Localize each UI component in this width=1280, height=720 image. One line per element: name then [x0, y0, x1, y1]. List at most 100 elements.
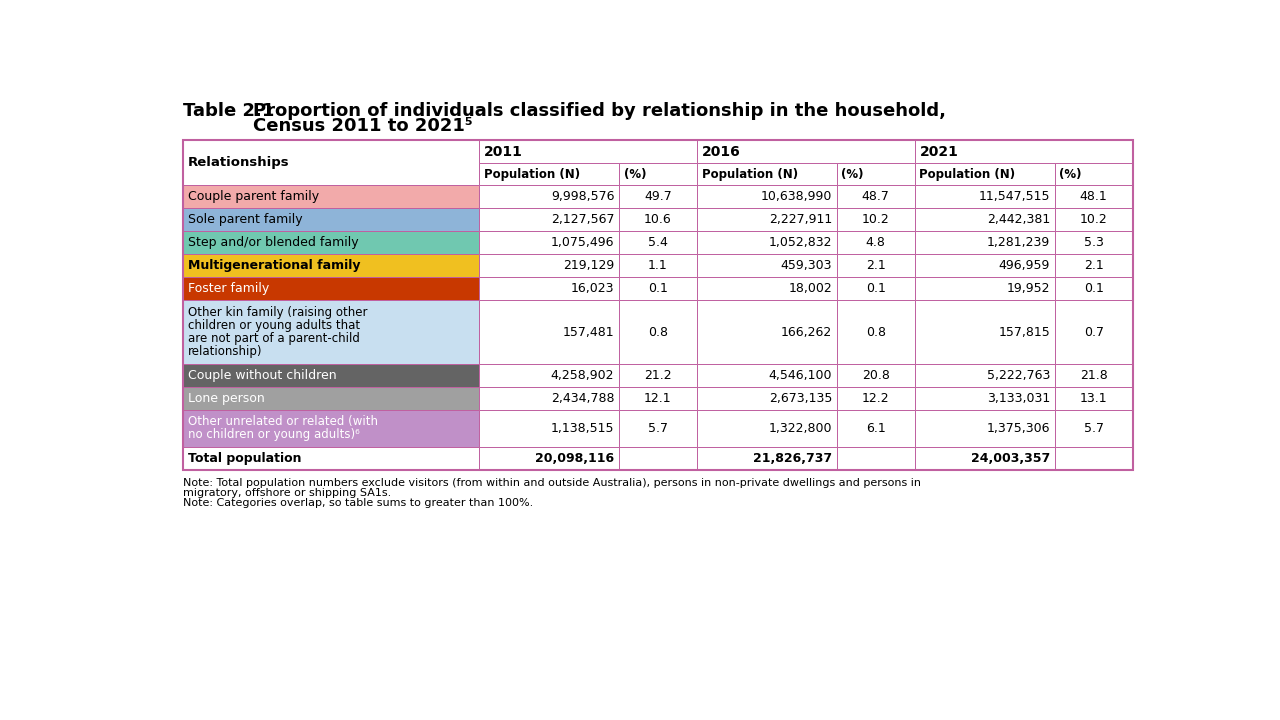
Text: 20,098,116: 20,098,116: [535, 452, 614, 465]
Text: 10,638,990: 10,638,990: [760, 190, 832, 203]
Text: 20.8: 20.8: [861, 369, 890, 382]
Text: no children or young adults)⁶: no children or young adults)⁶: [188, 428, 360, 441]
Text: Multigenerational family: Multigenerational family: [188, 259, 361, 272]
Text: Note: Categories overlap, so table sums to greater than 100%.: Note: Categories overlap, so table sums …: [183, 498, 534, 508]
Bar: [479, 231, 620, 254]
Text: Census 2011 to 2021⁵: Census 2011 to 2021⁵: [253, 117, 472, 135]
Text: 1,138,515: 1,138,515: [550, 422, 614, 435]
Text: migratory, offshore or shipping SA1s.: migratory, offshore or shipping SA1s.: [183, 487, 392, 498]
Text: Population (N): Population (N): [484, 168, 580, 181]
Bar: [915, 300, 1055, 364]
Bar: [183, 140, 479, 185]
Text: Couple parent family: Couple parent family: [188, 190, 319, 203]
Bar: [915, 140, 1133, 163]
Bar: [479, 300, 620, 364]
Text: 2.1: 2.1: [865, 259, 886, 272]
Text: Total population: Total population: [188, 452, 301, 465]
Text: Step and/or blended family: Step and/or blended family: [188, 236, 358, 249]
Bar: [1055, 300, 1133, 364]
Bar: [183, 277, 479, 300]
Bar: [479, 185, 620, 208]
Text: relationship): relationship): [188, 345, 262, 358]
Text: Table 2.1: Table 2.1: [183, 102, 275, 120]
Bar: [915, 163, 1055, 185]
Bar: [837, 277, 915, 300]
Text: 219,129: 219,129: [563, 259, 614, 272]
Bar: [1055, 410, 1133, 446]
Bar: [696, 277, 837, 300]
Bar: [183, 208, 479, 231]
Text: 0.1: 0.1: [1084, 282, 1103, 295]
Bar: [837, 185, 915, 208]
Text: 157,815: 157,815: [998, 325, 1050, 338]
Text: Proportion of individuals classified by relationship in the household,: Proportion of individuals classified by …: [253, 102, 946, 120]
Text: 2016: 2016: [701, 145, 740, 159]
Bar: [1055, 446, 1133, 470]
Text: are not part of a parent-child: are not part of a parent-child: [188, 332, 360, 345]
Bar: [620, 277, 696, 300]
Bar: [479, 163, 620, 185]
Text: 48.1: 48.1: [1080, 190, 1107, 203]
Text: (%): (%): [1060, 168, 1082, 181]
Text: 2,434,788: 2,434,788: [550, 392, 614, 405]
Bar: [620, 185, 696, 208]
Bar: [696, 300, 837, 364]
Text: (%): (%): [623, 168, 646, 181]
Text: 9,998,576: 9,998,576: [550, 190, 614, 203]
Text: 4.8: 4.8: [865, 236, 886, 249]
Text: 10.6: 10.6: [644, 213, 672, 226]
Bar: [696, 208, 837, 231]
Bar: [1055, 277, 1133, 300]
Text: 6.1: 6.1: [865, 422, 886, 435]
Text: 1,052,832: 1,052,832: [769, 236, 832, 249]
Text: 2,127,567: 2,127,567: [550, 213, 614, 226]
Text: 166,262: 166,262: [781, 325, 832, 338]
Bar: [696, 254, 837, 277]
Bar: [837, 231, 915, 254]
Text: 0.8: 0.8: [865, 325, 886, 338]
Bar: [837, 446, 915, 470]
Text: Foster family: Foster family: [188, 282, 269, 295]
Text: 459,303: 459,303: [781, 259, 832, 272]
Bar: [183, 140, 1133, 470]
Text: 19,952: 19,952: [1006, 282, 1050, 295]
Text: 496,959: 496,959: [998, 259, 1050, 272]
Bar: [837, 254, 915, 277]
Bar: [696, 140, 915, 163]
Bar: [915, 410, 1055, 446]
Bar: [696, 231, 837, 254]
Bar: [620, 254, 696, 277]
Bar: [183, 185, 479, 208]
Text: 5,222,763: 5,222,763: [987, 369, 1050, 382]
Text: 1,281,239: 1,281,239: [987, 236, 1050, 249]
Text: 0.7: 0.7: [1084, 325, 1103, 338]
Bar: [479, 254, 620, 277]
Text: 1,075,496: 1,075,496: [550, 236, 614, 249]
Text: Relationships: Relationships: [188, 156, 289, 169]
Bar: [620, 364, 696, 387]
Bar: [479, 387, 620, 410]
Bar: [837, 300, 915, 364]
Bar: [479, 410, 620, 446]
Text: 4,546,100: 4,546,100: [769, 369, 832, 382]
Text: 2011: 2011: [484, 145, 522, 159]
Bar: [620, 410, 696, 446]
Bar: [1055, 185, 1133, 208]
Bar: [183, 387, 479, 410]
Bar: [837, 387, 915, 410]
Bar: [915, 364, 1055, 387]
Text: 5.3: 5.3: [1084, 236, 1103, 249]
Text: 12.2: 12.2: [861, 392, 890, 405]
Text: 49.7: 49.7: [644, 190, 672, 203]
Text: 10.2: 10.2: [1080, 213, 1107, 226]
Bar: [696, 163, 837, 185]
Text: 10.2: 10.2: [861, 213, 890, 226]
Bar: [620, 387, 696, 410]
Text: 21,826,737: 21,826,737: [753, 452, 832, 465]
Text: children or young adults that: children or young adults that: [188, 319, 360, 332]
Bar: [183, 300, 479, 364]
Bar: [837, 208, 915, 231]
Bar: [915, 254, 1055, 277]
Bar: [1055, 163, 1133, 185]
Bar: [479, 277, 620, 300]
